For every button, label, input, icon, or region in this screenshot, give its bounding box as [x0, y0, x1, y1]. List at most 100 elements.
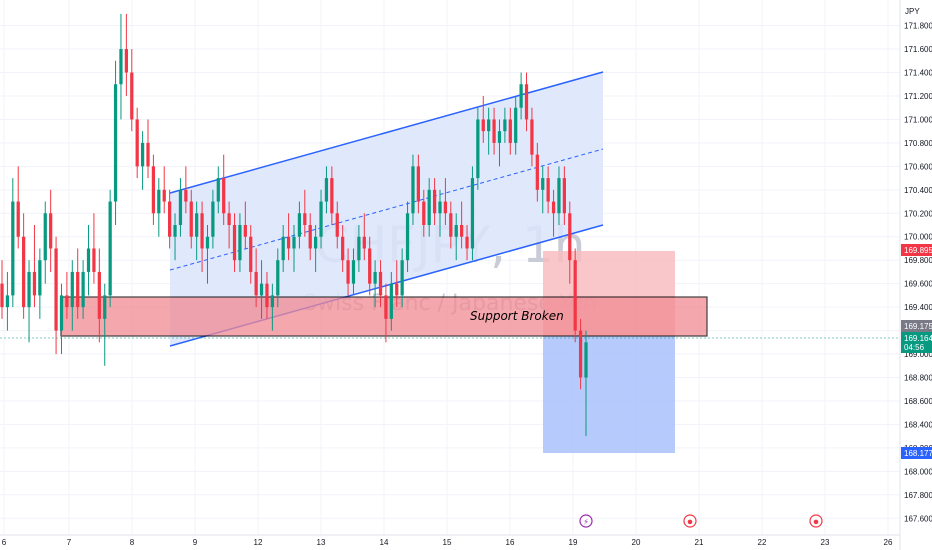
time-tick-label: 21 — [695, 538, 704, 547]
svg-text:●: ● — [813, 519, 818, 526]
price-axis[interactable]: JPY 171.800 171.600 171.400 171.200 171.000 1… — [899, 0, 932, 550]
candle — [519, 72, 523, 120]
candle-body — [249, 236, 253, 272]
candle — [130, 49, 134, 132]
candle — [178, 178, 183, 237]
candle-body — [557, 178, 561, 214]
candle-body — [49, 213, 53, 249]
candle-body — [157, 189, 161, 214]
candle-body — [119, 49, 123, 85]
candle-body — [232, 225, 237, 261]
economic-event-icon-1[interactable]: ● — [683, 514, 697, 528]
candle — [427, 178, 431, 237]
price-tick-label: 170.000 — [904, 233, 932, 242]
candle-body — [454, 225, 458, 237]
candle — [530, 107, 534, 167]
candle-body — [530, 119, 534, 155]
candle — [373, 260, 377, 308]
candle-body — [168, 201, 172, 237]
candle-body — [443, 201, 448, 214]
candle — [16, 166, 20, 249]
time-axis[interactable]: 6 7 8 9 12 13 14 15 16 19 20 21 22 23 26 — [0, 534, 900, 547]
candle-body — [503, 119, 507, 132]
candle-body — [411, 166, 415, 214]
time-tick-label: 20 — [632, 538, 641, 547]
candle — [389, 271, 393, 331]
candle — [189, 189, 193, 249]
candle — [205, 225, 210, 284]
candle — [81, 260, 85, 319]
candle — [432, 178, 437, 226]
channel-upper-line[interactable] — [169, 71, 604, 194]
candle — [541, 166, 545, 214]
candle — [314, 225, 318, 272]
candle-body — [276, 260, 280, 296]
support-zone[interactable]: Support Broken — [60, 296, 708, 337]
candle-body — [465, 236, 469, 249]
price-tick-label: 170.800 — [904, 139, 932, 148]
stop-price-tag-text: 168.177 — [904, 449, 932, 458]
candle — [5, 271, 10, 331]
candle-body — [584, 342, 588, 378]
candle — [22, 213, 26, 319]
candle-body — [481, 119, 485, 132]
candle — [200, 201, 204, 272]
candle — [281, 225, 285, 272]
candle-body — [173, 225, 177, 237]
lightning-event-icon[interactable]: ⚡ — [579, 514, 593, 528]
candle-body — [578, 330, 583, 378]
candle-body — [238, 225, 242, 261]
price-tick-label: 169.600 — [904, 280, 932, 289]
candle-body — [449, 213, 453, 237]
price-tick-label: 170.200 — [904, 209, 932, 218]
target-price-tag — [901, 244, 932, 256]
candle-body — [319, 201, 323, 237]
candle — [551, 189, 556, 237]
candle-body — [368, 248, 372, 284]
candle — [465, 225, 469, 261]
candle-body — [81, 271, 85, 308]
candle — [568, 201, 572, 284]
candle — [238, 213, 242, 272]
candle — [449, 201, 453, 249]
countdown-tag-text: 04:56 — [904, 343, 925, 352]
candle — [416, 154, 420, 214]
candle-body — [32, 271, 37, 296]
price-tick-label: 169.400 — [904, 303, 932, 312]
candle-body — [427, 189, 431, 226]
price-tick-label: 171.600 — [904, 45, 932, 54]
candle — [308, 213, 312, 261]
candle-body — [416, 166, 420, 202]
support-zone-rect[interactable] — [60, 296, 708, 337]
candle — [276, 248, 280, 308]
candle-body — [0, 283, 4, 308]
economic-event-icon-2[interactable]: ● — [809, 514, 823, 528]
candle — [562, 166, 566, 226]
candle — [49, 189, 53, 272]
candle-body — [124, 49, 128, 73]
candle — [43, 201, 47, 284]
candle-body — [546, 178, 550, 202]
candle-body — [140, 142, 145, 167]
candle — [454, 213, 458, 261]
candle — [508, 107, 512, 155]
candle-body — [113, 84, 118, 202]
candle-body — [151, 166, 156, 214]
event-icons[interactable]: ⚡ ● ● — [579, 514, 823, 528]
candle — [492, 107, 496, 155]
channel-middle-line[interactable] — [169, 148, 604, 271]
candle-body — [308, 225, 312, 249]
resistance-price-tag-text: 169.175 — [904, 322, 932, 331]
price-tick-label: 167.800 — [904, 491, 932, 500]
candle-body — [259, 283, 264, 296]
candle-body — [514, 107, 518, 143]
stop-box[interactable] — [543, 336, 675, 453]
last-price-tag-text: 169.164 — [904, 334, 932, 343]
candle — [38, 248, 42, 319]
candle-body — [568, 213, 572, 261]
candle-body — [351, 260, 356, 284]
candle — [422, 189, 426, 237]
price-tick-label: 168.000 — [904, 467, 932, 476]
candle-body — [524, 84, 529, 120]
